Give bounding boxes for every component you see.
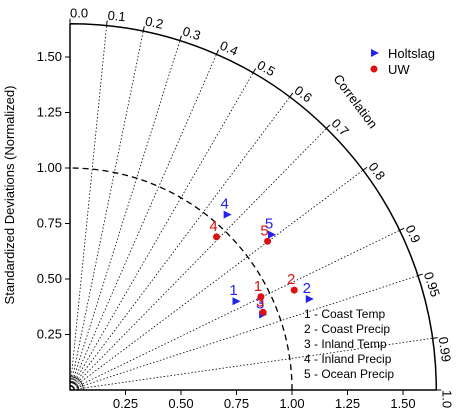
correlation-ray	[69, 337, 433, 391]
x-tick-label: 0.75	[224, 396, 249, 411]
correlation-tick	[216, 49, 219, 55]
key-item-2: 2 - Coast Precip	[304, 322, 390, 336]
holtslag-point	[232, 297, 241, 306]
correlation-tick	[417, 273, 423, 277]
correlation-tick	[362, 166, 368, 171]
legend-holtslag-marker	[371, 49, 379, 57]
origin-arc	[69, 380, 80, 391]
y-tick-label: 1.25	[37, 105, 62, 120]
uw-point	[213, 233, 221, 241]
x-tick-label: 0.25	[113, 396, 138, 411]
legend-uw-marker	[370, 65, 378, 73]
holtslag-point	[305, 294, 314, 303]
holtslag-point	[223, 210, 232, 219]
correlation-ray	[69, 96, 291, 391]
correlation-ray	[69, 229, 400, 391]
correlation-tick	[326, 124, 331, 129]
reference-std-arc	[69, 167, 293, 391]
correlation-ray	[69, 72, 254, 391]
grid-layer	[69, 25, 433, 391]
point-key: 1 - Coast Temp 2 - Coast Precip 3 - Inla…	[304, 307, 394, 381]
y-tick-label: 1.50	[37, 49, 62, 64]
y-axis-label: Standardized Deviations (Normalized)	[2, 86, 17, 305]
uw-point-label: 5	[260, 222, 268, 239]
uw-point-label: 1	[254, 278, 262, 295]
y-tick-label: 0.75	[37, 216, 62, 231]
origin-arc	[69, 376, 84, 391]
correlation-tick-label: 0.9	[402, 222, 423, 245]
holtslag-point-label: 5	[265, 216, 273, 233]
correlation-tick-label: 0.6	[292, 83, 315, 106]
uw-point	[290, 286, 298, 294]
correlation-tick-label: 0.2	[144, 13, 165, 31]
holtslag-point-label: 3	[256, 296, 264, 313]
correlation-tick	[142, 26, 145, 32]
uw-point	[264, 237, 272, 245]
correlation-tick	[179, 35, 182, 41]
correlation-tick-label: 0.3	[181, 23, 203, 43]
uw-point	[257, 293, 265, 301]
correlation-tick-label: 0.0	[70, 6, 88, 21]
holtslag-point-label: 4	[220, 196, 228, 213]
correlation-tick	[289, 92, 294, 98]
correlation-ray	[69, 169, 364, 391]
x-tick-label: 0.50	[168, 396, 193, 411]
uw-point-label: 3	[256, 293, 264, 310]
correlation-tick-label: 1.0	[439, 390, 454, 408]
axes-layer	[69, 22, 438, 391]
legend: Holtslag UW	[370, 46, 435, 77]
x-tick-label: 1.50	[390, 396, 415, 411]
x-tick-label: 1.00	[279, 396, 304, 411]
key-item-4: 4 - Inland Precip	[304, 352, 392, 366]
uw-point-label: 4	[209, 218, 217, 235]
correlation-tick-label: 0.7	[329, 116, 352, 139]
correlation-tick	[252, 68, 257, 74]
key-item-1: 1 - Coast Temp	[304, 307, 385, 321]
y-tick-label: 0.25	[37, 327, 62, 342]
x-tick-label: 1.25	[335, 396, 360, 411]
diagram-frame	[69, 22, 438, 391]
correlation-tick-label: 0.99	[436, 336, 454, 363]
correlation-tick-label: 0.1	[107, 8, 126, 25]
holtslag-point	[268, 230, 277, 239]
correlation-ray	[69, 40, 181, 391]
legend-holtslag-label: Holtslag	[388, 46, 435, 61]
ticks-layer: 0.250.250.500.500.750.751.001.001.251.25…	[37, 6, 455, 411]
correlation-ray	[69, 128, 327, 391]
correlation-ray	[69, 275, 419, 391]
key-item-3: 3 - Inland Temp	[304, 337, 387, 351]
correlation-tick	[399, 227, 405, 231]
correlation-tick-label: 0.4	[218, 38, 241, 59]
y-tick-label: 1.00	[37, 160, 62, 175]
holtslag-point-label: 1	[229, 282, 237, 299]
uw-point-label: 2	[287, 271, 295, 288]
y-tick-label: 0.50	[37, 271, 62, 286]
key-item-5: 5 - Ocean Precip	[304, 367, 394, 381]
correlation-ray	[69, 54, 217, 391]
legend-uw-label: UW	[388, 62, 410, 77]
correlation-ray	[69, 31, 144, 391]
correlation-ray	[69, 25, 108, 391]
uw-point	[259, 308, 267, 316]
correlation-tick	[432, 337, 438, 339]
holtslag-point-label: 2	[303, 280, 311, 297]
correlation-tick	[106, 20, 108, 26]
